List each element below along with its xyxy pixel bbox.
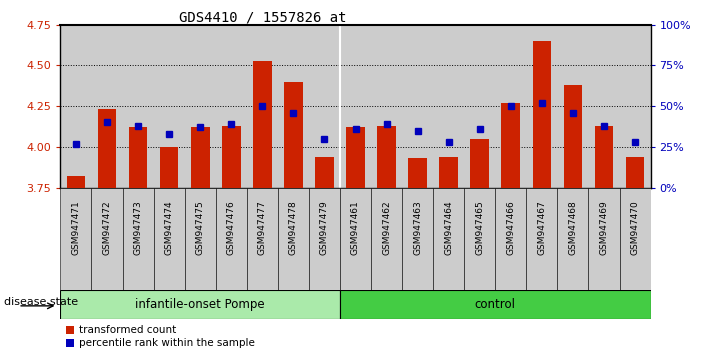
Text: GSM947468: GSM947468 [568, 200, 577, 255]
Bar [557, 188, 589, 290]
Bar [284, 82, 303, 188]
Bar [526, 188, 557, 290]
Bar [589, 188, 619, 290]
Text: GSM947476: GSM947476 [227, 200, 236, 255]
Bar [594, 126, 614, 188]
Bar [129, 127, 147, 188]
Text: GDS4410 / 1557826_at: GDS4410 / 1557826_at [179, 11, 347, 25]
Bar [278, 188, 309, 290]
Text: GSM947467: GSM947467 [538, 200, 546, 255]
Bar [464, 188, 496, 290]
Bar [501, 103, 520, 188]
Bar [408, 158, 427, 188]
Bar [496, 188, 526, 290]
Text: disease state: disease state [4, 297, 77, 307]
Text: GSM947475: GSM947475 [196, 200, 205, 255]
Text: GSM947463: GSM947463 [413, 200, 422, 255]
Bar [247, 188, 278, 290]
Bar [309, 188, 340, 290]
Bar [97, 109, 117, 188]
Bar [471, 139, 489, 188]
Bar [67, 176, 85, 188]
Text: infantile-onset Pompe: infantile-onset Pompe [135, 298, 265, 311]
Bar [154, 188, 185, 290]
Bar [564, 85, 582, 188]
Bar [185, 188, 215, 290]
Bar [340, 290, 651, 319]
Text: GSM947469: GSM947469 [599, 200, 609, 255]
Text: GSM947462: GSM947462 [382, 200, 391, 255]
Bar [160, 147, 178, 188]
Bar [92, 188, 122, 290]
Bar [191, 127, 210, 188]
Text: GSM947479: GSM947479 [320, 200, 329, 255]
Bar [315, 157, 333, 188]
Bar [253, 61, 272, 188]
Bar [619, 188, 651, 290]
Legend: transformed count, percentile rank within the sample: transformed count, percentile rank withi… [65, 325, 255, 348]
Text: GSM947471: GSM947471 [72, 200, 80, 255]
Text: GSM947461: GSM947461 [351, 200, 360, 255]
Bar [215, 188, 247, 290]
Text: GSM947477: GSM947477 [258, 200, 267, 255]
Text: GSM947473: GSM947473 [134, 200, 143, 255]
Bar [371, 188, 402, 290]
Bar [533, 41, 551, 188]
Bar [402, 188, 433, 290]
Bar [60, 188, 92, 290]
Text: GSM947466: GSM947466 [506, 200, 515, 255]
Bar [222, 126, 240, 188]
Text: control: control [475, 298, 515, 311]
Bar [626, 157, 644, 188]
Bar [433, 188, 464, 290]
Bar [340, 188, 371, 290]
Bar [439, 157, 458, 188]
Text: GSM947478: GSM947478 [289, 200, 298, 255]
Text: GSM947472: GSM947472 [102, 200, 112, 255]
Text: GSM947464: GSM947464 [444, 200, 453, 255]
Bar [122, 188, 154, 290]
Text: GSM947465: GSM947465 [475, 200, 484, 255]
Bar [346, 127, 365, 188]
Text: GSM947470: GSM947470 [631, 200, 639, 255]
Text: GSM947474: GSM947474 [165, 200, 173, 255]
Bar [378, 126, 396, 188]
Bar [60, 290, 340, 319]
